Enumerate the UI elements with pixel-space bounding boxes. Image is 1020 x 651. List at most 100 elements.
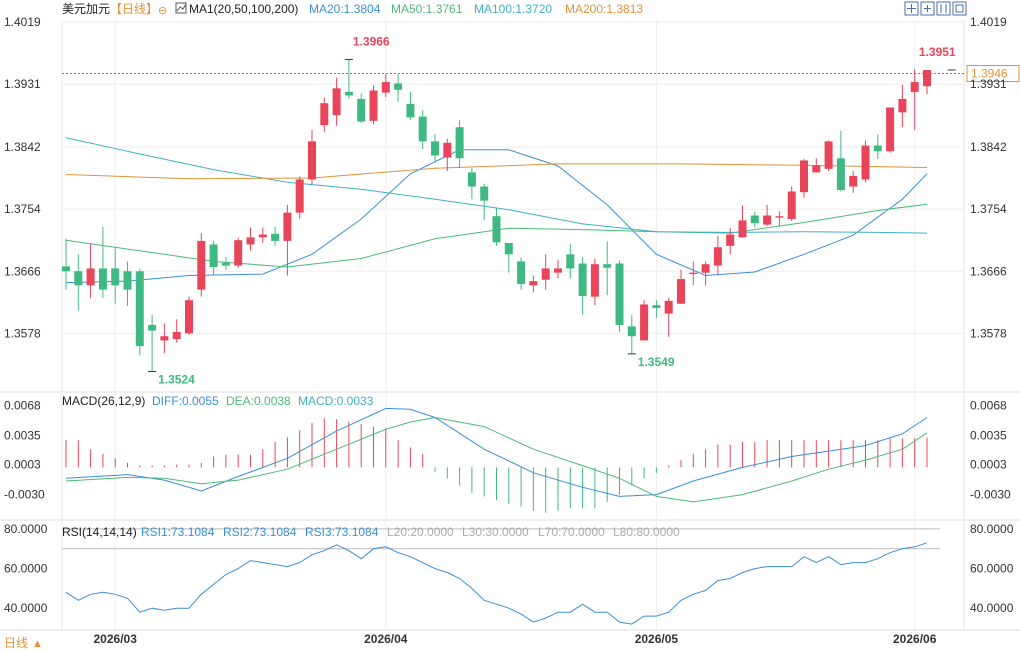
candle-body xyxy=(726,234,735,246)
candle-body xyxy=(824,141,833,169)
candle-body xyxy=(652,305,661,308)
ma50-value: MA50:1.3761 xyxy=(391,2,463,16)
candle xyxy=(886,107,895,153)
candle-body xyxy=(431,141,439,156)
price-tick-left: 1.3931 xyxy=(4,77,41,91)
price-tick-left: 1.3578 xyxy=(4,326,41,340)
ma100-value: MA100:1.3720 xyxy=(474,2,552,16)
candle-body xyxy=(123,271,132,290)
date-tick-label: 2026/04 xyxy=(364,632,408,646)
candle-body xyxy=(529,281,538,286)
candle xyxy=(98,226,107,299)
candle xyxy=(627,315,636,354)
candle xyxy=(492,207,501,246)
candle-body xyxy=(763,215,772,225)
candle xyxy=(406,91,415,121)
candle-body xyxy=(221,262,230,266)
candle xyxy=(246,227,255,251)
candle xyxy=(529,275,538,293)
crosshair-icon[interactable] xyxy=(904,1,919,16)
candle-body xyxy=(677,279,685,304)
period-selector-label[interactable]: 日线 xyxy=(4,636,28,650)
price-tick-left: 1.4019 xyxy=(4,15,41,29)
candle-body xyxy=(910,82,919,92)
fullscreen-icon[interactable] xyxy=(952,1,967,16)
price-tick-right: 1.3578 xyxy=(970,326,1007,340)
candle xyxy=(824,140,833,171)
candle xyxy=(160,323,169,354)
candle-body xyxy=(443,142,452,158)
date-tick-label: 2026/06 xyxy=(893,632,937,646)
last-price-label: 1.3946 xyxy=(971,67,1008,81)
candle xyxy=(443,138,452,171)
candle-body xyxy=(86,268,95,286)
candle xyxy=(554,259,562,279)
extreme-low-label: 1.3549 xyxy=(638,355,675,369)
macd-tick-left: 0.0003 xyxy=(4,458,41,472)
candle-body xyxy=(234,240,243,266)
date-tick-label: 2026/03 xyxy=(94,632,138,646)
macd-tick-left: 0.0035 xyxy=(4,429,41,443)
candle xyxy=(578,257,587,316)
candle-body xyxy=(98,268,107,290)
candle xyxy=(185,296,193,335)
candle xyxy=(369,85,378,125)
price-tick-right: 1.3754 xyxy=(970,202,1007,216)
candle-body xyxy=(615,263,624,325)
ma200-line xyxy=(65,163,928,180)
candle xyxy=(517,257,526,290)
ma20-value: MA20:1.3804 xyxy=(309,2,381,16)
ma-settings-icon[interactable] xyxy=(175,2,187,14)
candle-mode-icon[interactable] xyxy=(936,1,951,16)
candle xyxy=(763,204,772,227)
period-selector-arrow-icon[interactable]: ▲ xyxy=(32,638,43,650)
candle xyxy=(283,204,292,276)
fit-icon[interactable] xyxy=(920,1,935,16)
candle-body xyxy=(197,240,206,290)
candle-body xyxy=(480,186,489,201)
candle-body xyxy=(148,324,157,331)
candle-body xyxy=(713,247,722,266)
candle xyxy=(775,211,784,227)
macd-dea-line xyxy=(65,416,928,503)
rsi-tick-right: 60.0000 xyxy=(970,562,1014,576)
candle-body xyxy=(111,268,120,286)
candle-body xyxy=(787,191,796,220)
rsi-tick-right: 80.0000 xyxy=(970,522,1014,536)
candle-body xyxy=(394,83,403,90)
macd-tick-right: 0.0003 xyxy=(970,458,1007,472)
symbol-name: 美元加元 xyxy=(62,2,110,16)
candle-body xyxy=(775,216,784,218)
rsi-l80-value: L80:80.0000 xyxy=(613,525,680,539)
rsi-l20-value: L20:20.0000 xyxy=(387,525,454,539)
candle xyxy=(787,186,796,222)
ma200-value: MA200:1.3813 xyxy=(565,2,643,16)
rsi-tick-right: 40.0000 xyxy=(970,601,1014,615)
macd-tick-left: 0.0068 xyxy=(4,399,41,413)
price-tick-right: 1.3842 xyxy=(970,140,1007,154)
candle-body xyxy=(898,98,907,113)
candle xyxy=(86,243,95,299)
candle xyxy=(812,158,821,173)
period-switch-icon[interactable]: ⊖ xyxy=(158,5,167,17)
candle xyxy=(910,69,919,131)
candle xyxy=(836,130,845,192)
candle-body xyxy=(541,268,550,280)
extreme-high-label: 1.3951 xyxy=(919,45,956,59)
candle xyxy=(701,261,710,286)
candle-body xyxy=(627,326,636,337)
candle xyxy=(431,134,439,163)
candle xyxy=(861,140,870,183)
candle xyxy=(209,240,218,276)
macd-title: MACD(26,12,9) xyxy=(62,394,145,408)
candle xyxy=(800,158,808,198)
price-tick-right: 1.3666 xyxy=(970,264,1007,278)
candle xyxy=(750,211,759,228)
candle-body xyxy=(578,263,587,296)
candle-body xyxy=(172,331,181,340)
price-tick-left: 1.3754 xyxy=(4,202,41,216)
rsi-title: RSI(14,14,14) xyxy=(62,525,137,539)
candle xyxy=(221,257,230,270)
candle xyxy=(344,59,353,99)
